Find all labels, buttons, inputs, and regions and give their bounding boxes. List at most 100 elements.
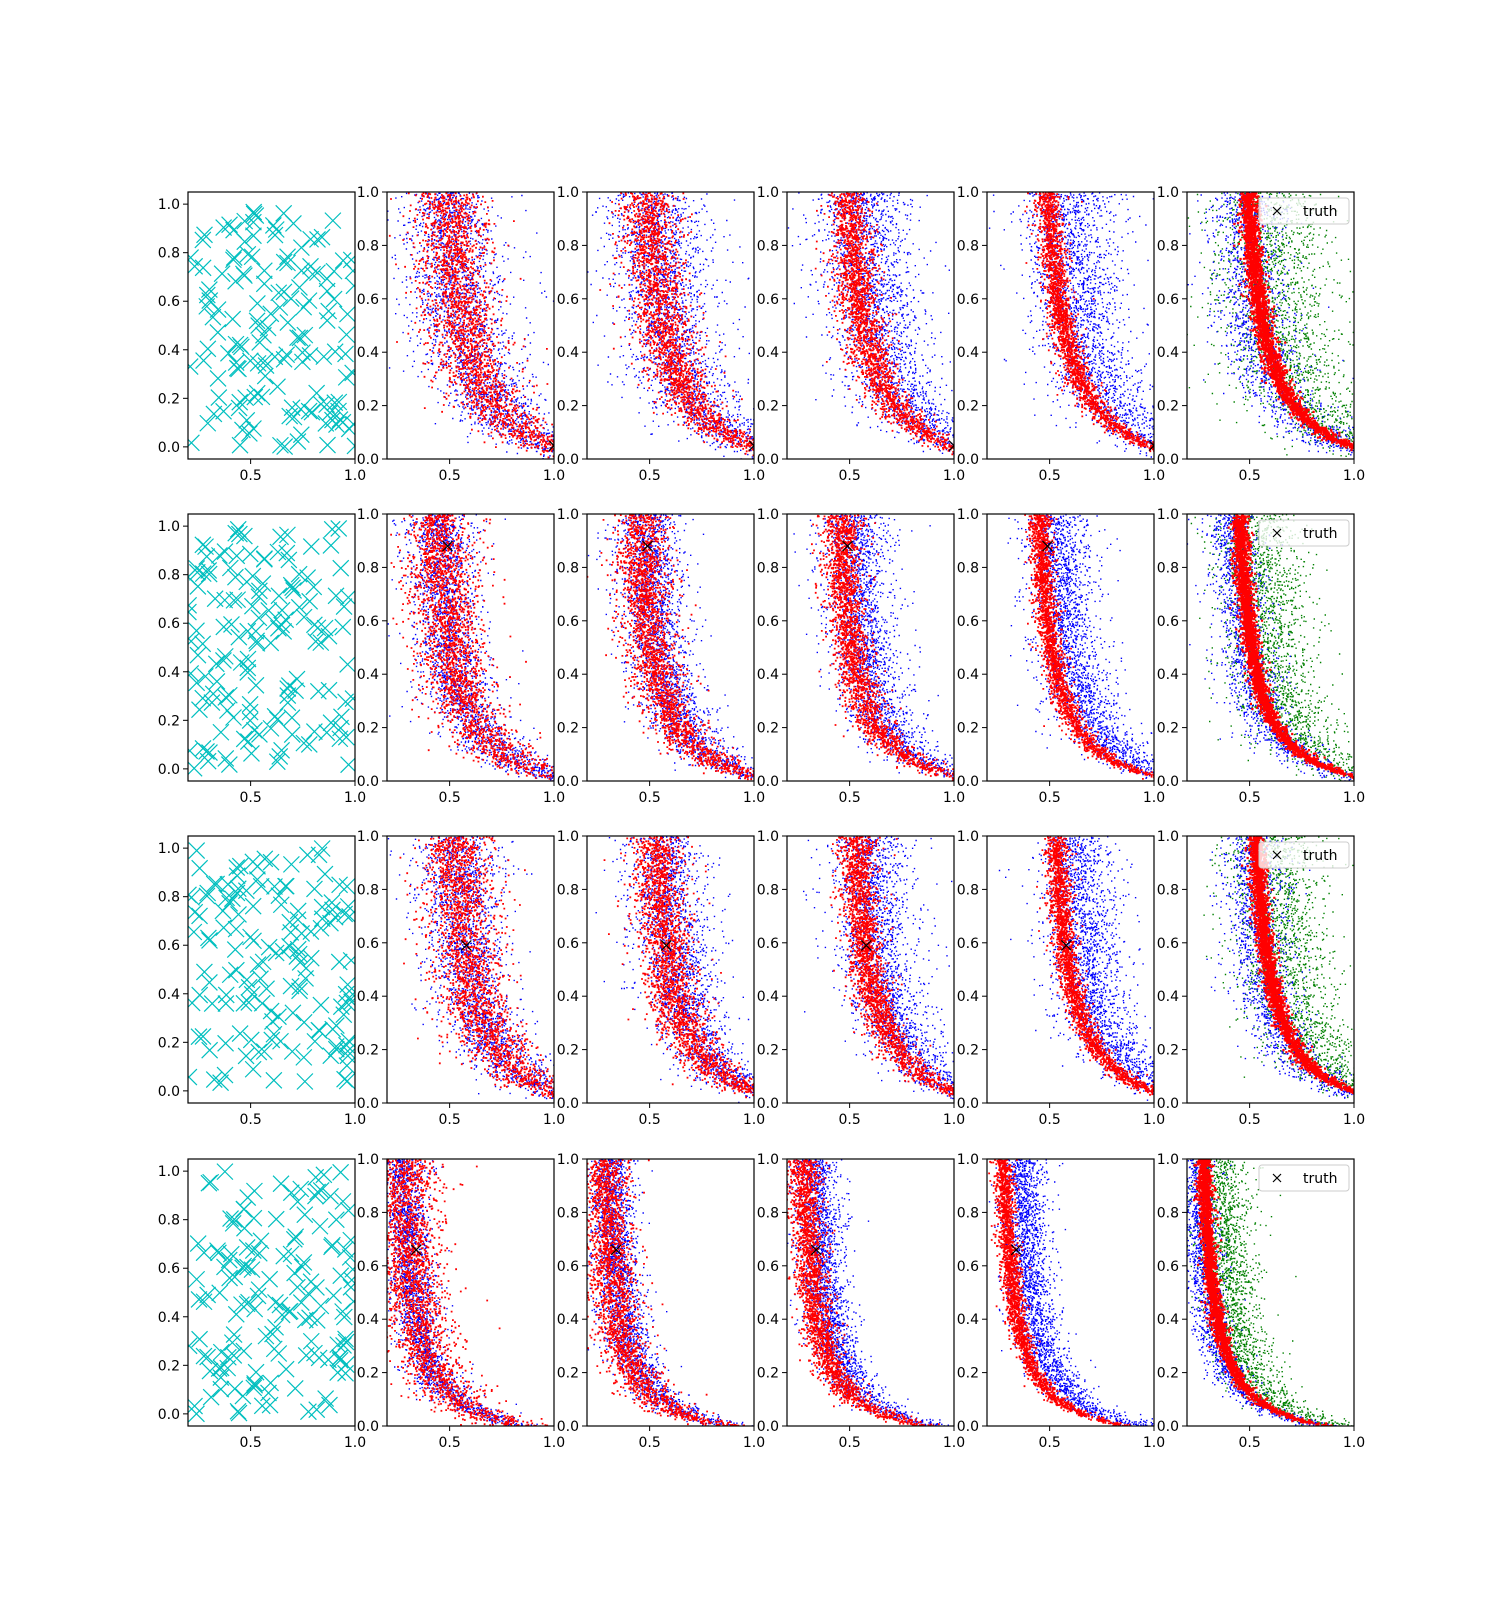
sample-marker xyxy=(243,745,259,761)
y-tick-label: 0.4 xyxy=(357,345,379,361)
y-tick-label: 1.0 xyxy=(1157,507,1179,523)
sample-marker xyxy=(196,1245,212,1261)
sample-marker xyxy=(240,651,256,667)
sample-marker xyxy=(303,1333,319,1349)
sample-marker xyxy=(293,1295,309,1311)
sample-marker xyxy=(345,416,361,432)
panel-r3-c1: 0.5 1.00.00.20.40.60.81.0 xyxy=(158,836,366,1128)
axes-frame xyxy=(188,836,355,1103)
y-tick-label: 0.6 xyxy=(757,614,779,630)
sample-marker xyxy=(189,564,205,580)
sample-marker xyxy=(217,1164,233,1180)
sample-marker xyxy=(197,668,213,684)
y-tick-label: 0.2 xyxy=(757,399,779,415)
y-tick-label: 0.2 xyxy=(757,1366,779,1382)
x-tick-label: 1.0 xyxy=(1143,1112,1165,1128)
sample-marker xyxy=(278,1361,294,1377)
sample-marker xyxy=(262,1397,278,1413)
sample-marker xyxy=(192,1331,208,1347)
sample-marker xyxy=(181,1069,197,1085)
y-tick-label: 1.0 xyxy=(757,829,779,845)
y-tick-label: 0.8 xyxy=(957,238,979,254)
sample-marker xyxy=(245,898,261,914)
sample-marker xyxy=(237,234,253,250)
x-tick-label: 1.0 xyxy=(543,468,565,484)
y-tick-label: 0.4 xyxy=(158,987,180,1003)
sample-marker xyxy=(272,748,288,764)
sample-marker xyxy=(312,1218,328,1234)
sample-marker xyxy=(268,1211,284,1227)
y-tick-label: 0.4 xyxy=(1157,667,1179,683)
sample-marker xyxy=(200,753,216,769)
x-tick-label: 0.5 xyxy=(638,790,660,806)
legend-label: truth xyxy=(1303,848,1337,864)
x-tick-label: 0.5 xyxy=(1238,790,1260,806)
y-tick-label: 0.8 xyxy=(957,560,979,576)
sample-marker xyxy=(253,1233,269,1249)
sample-marker xyxy=(245,1243,261,1259)
sample-marker xyxy=(252,334,268,350)
points xyxy=(374,514,609,783)
sample-marker xyxy=(326,291,342,307)
sample-marker xyxy=(272,1297,288,1313)
y-tick-label: 0.8 xyxy=(557,238,579,254)
y-tick-label: 0.4 xyxy=(757,345,779,361)
sample-marker xyxy=(254,995,270,1011)
y-tick-label: 1.0 xyxy=(1157,185,1179,201)
sample-marker xyxy=(287,1380,303,1396)
x-tick-label: 1.0 xyxy=(743,790,765,806)
x-tick-label: 0.5 xyxy=(438,1435,460,1451)
sample-marker xyxy=(261,939,277,955)
panel-r4-c1: 0.5 1.00.00.20.40.60.81.0 xyxy=(158,1159,366,1451)
sample-marker xyxy=(211,390,227,406)
sample-marker xyxy=(225,311,241,327)
y-tick-label: 0.4 xyxy=(557,345,579,361)
points xyxy=(1167,1159,1373,1428)
x-tick-label: 1.0 xyxy=(943,468,965,484)
x-tick-label: 0.5 xyxy=(1238,468,1260,484)
y-tick-label: 0.2 xyxy=(357,721,379,737)
x-tick-label: 0.5 xyxy=(1038,1112,1060,1128)
sample-marker xyxy=(200,341,216,357)
y-tick-label: 1.0 xyxy=(357,507,379,523)
y-tick-label: 0.4 xyxy=(357,989,379,1005)
y-tick-label: 0.6 xyxy=(158,616,180,632)
y-tick-label: 0.6 xyxy=(557,1259,579,1275)
y-tick-label: 0.2 xyxy=(957,1366,979,1382)
sample-marker xyxy=(290,434,306,450)
y-tick-label: 0.2 xyxy=(158,713,180,729)
y-tick-label: 0.4 xyxy=(757,1312,779,1328)
sample-marker xyxy=(183,665,199,681)
x-tick-label: 0.5 xyxy=(1038,468,1060,484)
x-tick-label: 0.5 xyxy=(1038,790,1060,806)
point-cloud xyxy=(588,514,828,782)
y-tick-label: 0.6 xyxy=(158,1261,180,1277)
sample-marker xyxy=(204,996,220,1012)
y-tick-label: 1.0 xyxy=(357,185,379,201)
y-tick-label: 0.0 xyxy=(1157,774,1179,790)
y-tick-label: 0.6 xyxy=(1157,936,1179,952)
sample-marker xyxy=(331,954,347,970)
point-cloud xyxy=(972,1159,1161,1427)
x-tick-label: 1.0 xyxy=(543,1112,565,1128)
y-tick-label: 1.0 xyxy=(957,185,979,201)
y-tick-label: 0.4 xyxy=(557,667,579,683)
sample-marker xyxy=(296,299,312,315)
y-tick-label: 0.6 xyxy=(158,938,180,954)
y-tick-label: 0.8 xyxy=(557,560,579,576)
legend: truth xyxy=(1259,842,1349,868)
sample-marker xyxy=(328,1018,344,1034)
y-tick-label: 0.2 xyxy=(357,399,379,415)
y-tick-label: 1.0 xyxy=(757,185,779,201)
sample-marker xyxy=(248,677,264,693)
sample-marker xyxy=(241,1294,257,1310)
y-tick-label: 0.8 xyxy=(158,568,180,584)
y-tick-label: 0.0 xyxy=(557,1419,579,1435)
sample-marker xyxy=(196,1294,212,1310)
sample-marker xyxy=(230,592,246,608)
y-tick-label: 0.0 xyxy=(557,774,579,790)
x-tick-label: 0.5 xyxy=(838,790,860,806)
y-tick-label: 0.0 xyxy=(957,1419,979,1435)
sample-marker xyxy=(317,866,333,882)
y-tick-label: 0.2 xyxy=(1157,399,1179,415)
